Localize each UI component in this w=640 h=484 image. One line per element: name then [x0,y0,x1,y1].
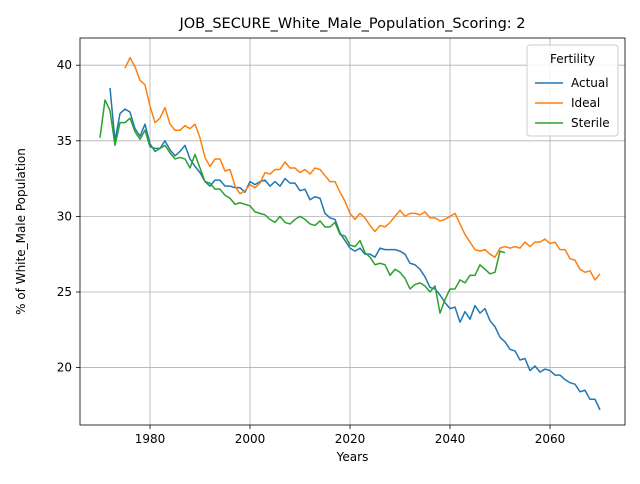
y-tick-label: 25 [57,285,72,299]
x-axis-label: Years [336,450,369,464]
x-tick-label: 2020 [335,432,366,446]
x-tick-label: 2040 [435,432,466,446]
legend-label-sterile: Sterile [571,116,610,130]
legend: Fertility Actual Ideal Sterile [526,44,619,137]
legend-box [526,44,619,137]
y-tick-label: 20 [57,361,72,375]
legend-label-ideal: Ideal [571,96,600,110]
series-line-sterile [99,99,506,314]
x-tick-label: 2060 [535,432,566,446]
plot-frame [79,37,626,426]
y-tick-label: 35 [57,134,72,148]
y-tick-label: 30 [57,209,72,223]
series-line-ideal [124,56,601,281]
y-axis-label: % of White_Male Population [14,148,28,315]
axes: 1980 2000 2020 2040 2060 20 25 30 35 40 [57,58,566,446]
series-lines [99,56,601,411]
x-tick-label: 1980 [135,432,166,446]
series-line-actual [109,87,601,411]
x-tick-label: 2000 [235,432,266,446]
chart-title: JOB_SECURE_White_Male_Population_Scoring… [178,16,525,32]
legend-title: Fertility [550,52,595,66]
legend-label-actual: Actual [571,76,609,90]
y-tick-label: 40 [57,58,72,72]
